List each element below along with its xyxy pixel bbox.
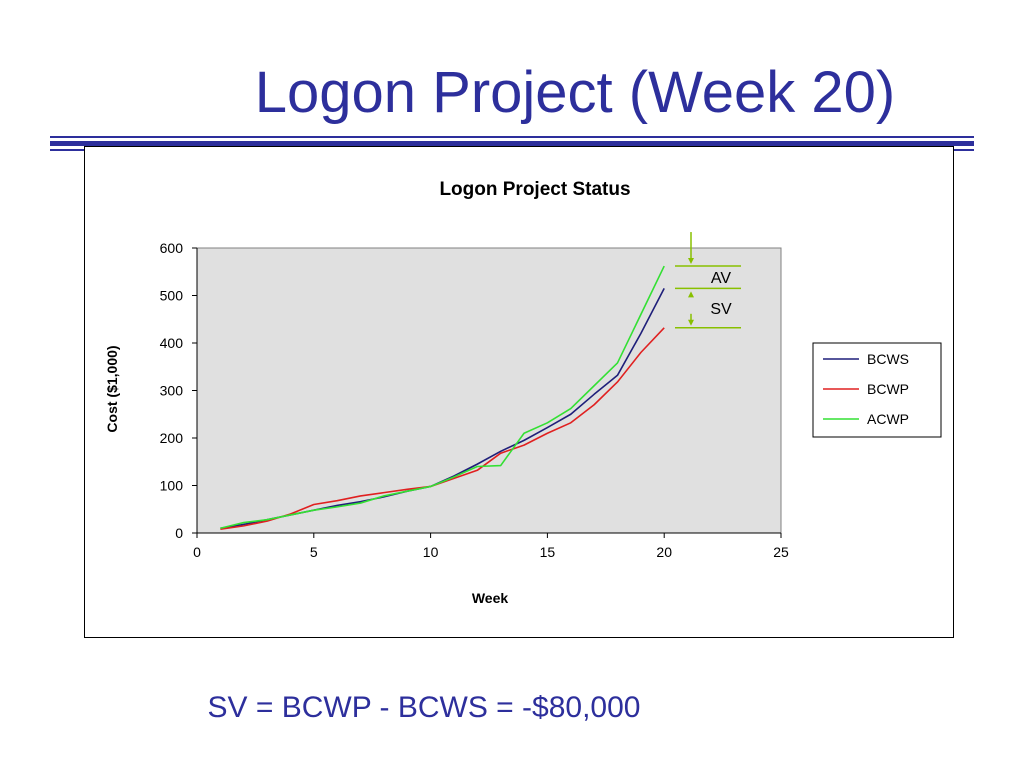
- annotation-arrowhead: [688, 319, 694, 326]
- y-tick-label: 300: [160, 383, 184, 399]
- legend-label: BCWP: [867, 381, 909, 397]
- legend-label: ACWP: [867, 411, 909, 427]
- x-tick-label: 15: [540, 544, 556, 560]
- x-tick-label: 25: [773, 544, 789, 560]
- x-axis-label: Week: [472, 590, 509, 606]
- annotation-arrowhead: [688, 291, 694, 298]
- y-tick-label: 200: [160, 430, 184, 446]
- plot-area: [196, 247, 782, 534]
- x-tick-label: 20: [656, 544, 672, 560]
- series-line-acwp: [220, 265, 665, 530]
- y-tick-label: 400: [160, 335, 184, 351]
- title-rule-thin-top: [50, 136, 974, 138]
- y-axis-label: Cost ($1,000): [104, 345, 120, 432]
- title-rule-thick: [50, 141, 974, 146]
- x-tick-label: 0: [193, 544, 201, 560]
- y-tick-label: 0: [175, 525, 183, 541]
- x-tick-label: 5: [310, 544, 318, 560]
- sv-formula: SV = BCWP - BCWS = -$80,000: [207, 691, 641, 724]
- legend-label: BCWS: [867, 351, 909, 367]
- y-tick-label: 100: [160, 478, 184, 494]
- status-chart: Logon Project Status Week Cost ($1,000) …: [104, 179, 942, 606]
- chart-frame: Logon Project Status Week Cost ($1,000) …: [84, 146, 954, 638]
- annotation-label-av: AV: [711, 270, 731, 287]
- annotation-label-sv: SV: [710, 301, 732, 318]
- chart-title: Logon Project Status: [439, 179, 630, 200]
- y-tick-label: 500: [160, 288, 184, 304]
- slide-title: Logon Project (Week 20): [254, 60, 896, 125]
- x-tick-label: 10: [423, 544, 439, 560]
- y-tick-label: 600: [160, 240, 184, 256]
- annotation-arrowhead: [688, 258, 694, 265]
